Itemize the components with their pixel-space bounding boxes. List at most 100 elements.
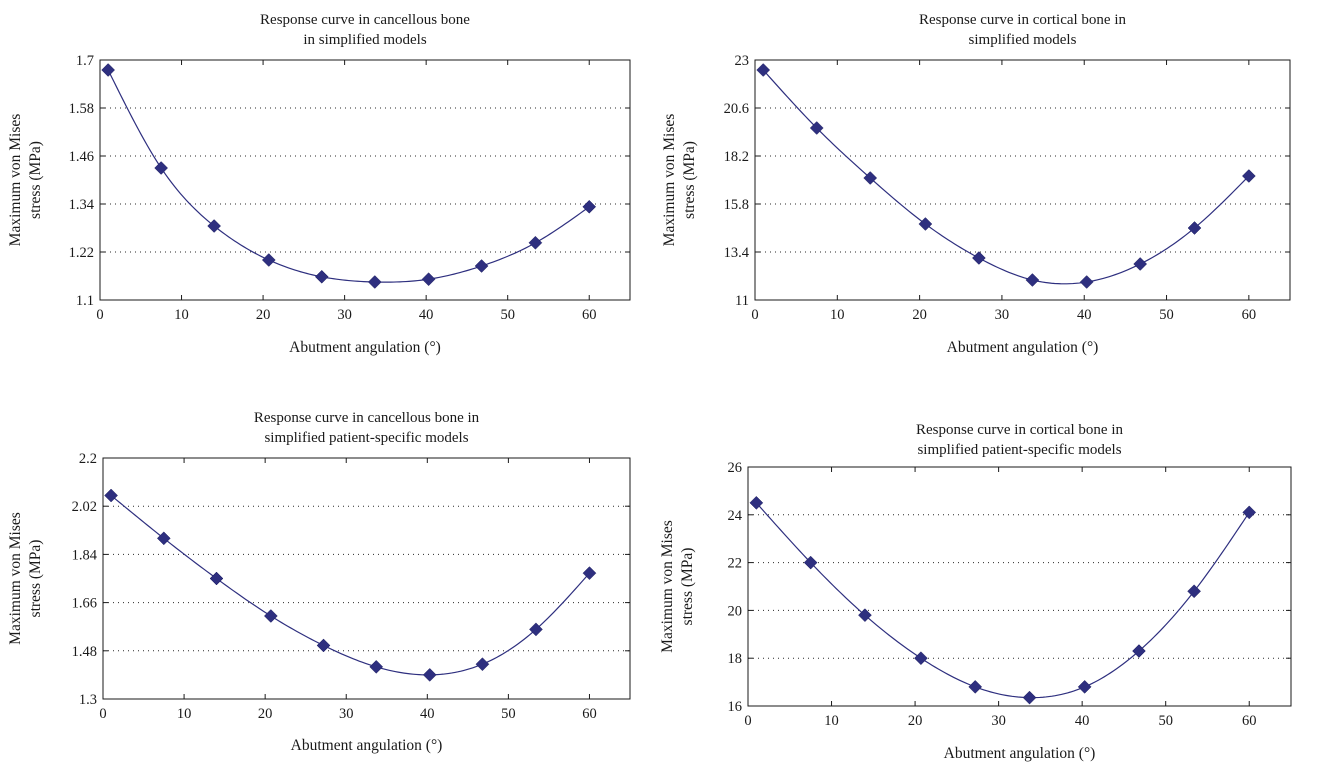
data-point-marker: [1187, 584, 1201, 599]
y-tick-label: 1.46: [69, 149, 94, 165]
x-axis-label: Abutment angulation (°): [289, 339, 441, 356]
x-tick-label: 30: [991, 713, 1006, 729]
chart-title: Response curve in cortical bone in: [916, 422, 1124, 438]
x-tick-label: 20: [256, 307, 271, 323]
x-tick-label: 10: [830, 307, 845, 323]
x-axis-label: Abutment angulation (°): [291, 737, 443, 754]
data-point-marker: [529, 622, 543, 637]
y-tick-label: 18: [728, 651, 743, 667]
plot-frame: [747, 466, 1292, 707]
chart-title: simplified patient-specific models: [917, 442, 1121, 458]
data-point-marker: [858, 608, 872, 623]
data-point-marker: [474, 259, 489, 273]
chart-title: simplified patient-specific models: [264, 430, 468, 446]
data-point-marker: [421, 272, 436, 287]
data-point-marker: [582, 199, 597, 214]
x-tick-label: 0: [744, 713, 751, 729]
y-tick-label: 18.2: [724, 149, 749, 165]
x-tick-label: 20: [258, 706, 273, 722]
y-axis-label: Maximum von Mises: [7, 114, 24, 247]
data-point-marker: [101, 63, 116, 77]
data-point-marker: [261, 253, 276, 267]
chart-panel-1: 0 10 20 30 40 50 60 1.1 1.22 1.34 1.46 1.58 1.7 Respo…: [7, 12, 631, 356]
y-tick-label: 11: [735, 293, 749, 309]
data-point-marker: [749, 495, 764, 510]
y-tick-label: 13.4: [724, 245, 750, 261]
data-point-marker: [972, 251, 986, 265]
data-point-marker: [1241, 169, 1256, 183]
data-point-marker: [1022, 690, 1037, 705]
x-axis-label: Abutment angulation (°): [947, 339, 1099, 356]
x-tick-label: 50: [500, 307, 515, 323]
y-tick-label: 1.1: [76, 293, 94, 309]
y-tick-label: 16: [728, 699, 743, 715]
data-point-marker: [475, 657, 490, 672]
x-tick-label: 30: [995, 307, 1010, 323]
data-point-marker: [367, 275, 382, 289]
y-tick-label: 23: [735, 53, 750, 69]
x-tick-label: 40: [419, 307, 434, 323]
x-tick-label: 0: [96, 307, 103, 323]
plot-frame: [102, 457, 631, 700]
series-line: [755, 502, 1250, 699]
data-point-marker: [422, 668, 437, 682]
data-point-marker: [1187, 221, 1202, 235]
data-point-marker: [914, 651, 928, 666]
data-point-marker: [314, 269, 329, 284]
data-point-marker: [1242, 505, 1257, 520]
y-axis-label: stress (MPa): [681, 141, 698, 219]
y-axis-label: Maximum von Mises: [661, 114, 678, 247]
data-point-marker: [803, 555, 818, 570]
y-axis-label: Maximum von Mises: [659, 520, 676, 653]
series-line: [110, 495, 590, 676]
data-point-marker: [1132, 644, 1146, 658]
x-tick-label: 10: [824, 713, 839, 729]
chart-title: Response curve in cancellous bone: [260, 12, 470, 28]
data-point-marker: [263, 609, 278, 623]
y-tick-label: 1.48: [72, 644, 97, 660]
data-point-marker: [1025, 273, 1040, 287]
x-tick-label: 60: [1242, 307, 1257, 323]
x-tick-label: 60: [1242, 713, 1257, 729]
y-tick-label: 22: [728, 556, 743, 572]
chart-title: simplified models: [969, 32, 1077, 48]
x-tick-label: 10: [177, 706, 192, 722]
y-tick-label: 1.7: [76, 53, 94, 69]
y-tick-label: 1.84: [72, 547, 98, 563]
x-tick-label: 10: [174, 307, 189, 323]
data-point-marker: [809, 121, 824, 135]
x-tick-label: 40: [1077, 307, 1092, 323]
plot-frame: [99, 59, 631, 301]
chart-title: Response curve in cortical bone in: [919, 12, 1127, 28]
y-axis-label: stress (MPa): [27, 141, 44, 219]
y-tick-label: 26: [728, 460, 743, 476]
data-point-marker: [968, 680, 983, 694]
x-tick-label: 50: [1159, 307, 1174, 323]
y-axis-label: stress (MPa): [679, 548, 696, 626]
x-tick-label: 0: [751, 307, 758, 323]
y-tick-label: 1.34: [69, 197, 95, 213]
x-tick-label: 30: [337, 307, 352, 323]
data-point-marker: [756, 63, 771, 77]
chart-panel-2: 0 10 20 30 40 50 60 11 13.4 15.8 18.2 20.6 23 Respons…: [661, 12, 1291, 356]
chart-panel-4: 0 10 20 30 40 50 60 16 18 20 22 24 26 Response curve …: [659, 422, 1292, 762]
data-point-marker: [154, 161, 169, 175]
y-tick-label: 20.6: [724, 101, 749, 117]
data-point-marker: [863, 171, 878, 185]
data-point-marker: [582, 566, 597, 580]
data-point-marker: [369, 660, 384, 674]
y-tick-label: 1.66: [72, 596, 97, 612]
x-tick-label: 20: [912, 307, 927, 323]
chart-panel-3: 0 10 20 30 40 50 60 1.3 1.48 1.66 1.84 2.02 2.2 Respo…: [7, 410, 631, 754]
y-tick-label: 1.58: [69, 101, 94, 117]
y-tick-label: 1.22: [69, 245, 94, 261]
x-tick-label: 20: [908, 713, 923, 729]
y-tick-label: 1.3: [79, 692, 97, 708]
x-tick-label: 50: [1158, 713, 1173, 729]
plot-frame: [754, 59, 1291, 301]
y-axis-label: stress (MPa): [27, 540, 44, 618]
data-point-marker: [209, 571, 224, 586]
y-tick-label: 2.02: [72, 499, 97, 515]
data-point-marker: [207, 219, 222, 233]
